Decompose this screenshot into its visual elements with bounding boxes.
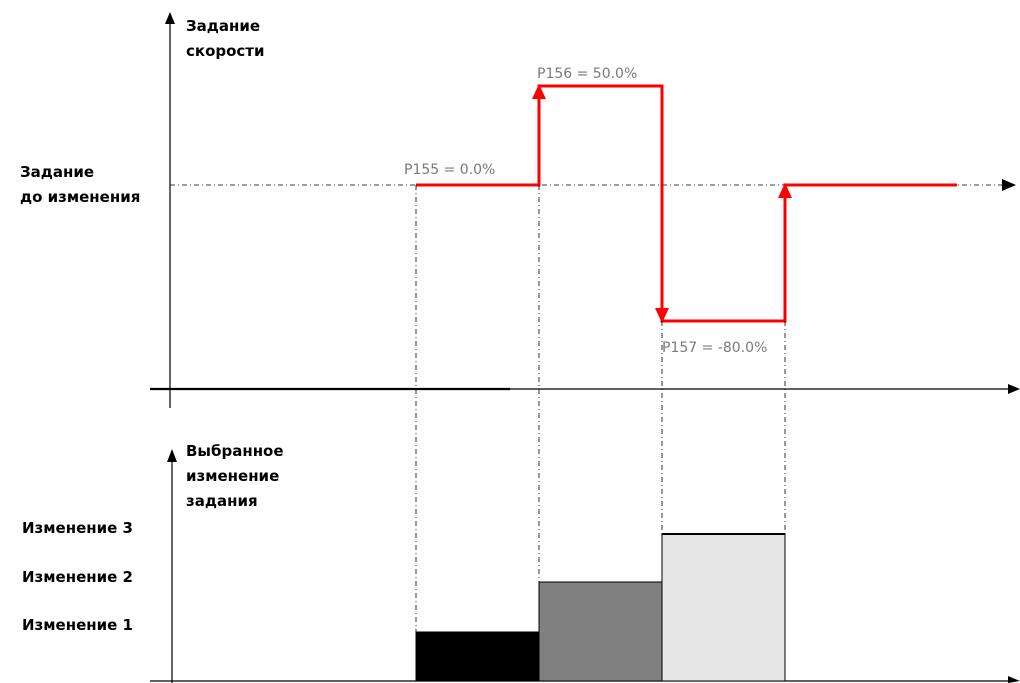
step-up-arrow-2-icon [778,183,792,198]
bottom-y-axis-label-line3: задания [186,492,258,510]
baseline-label-line2: до изменения [20,188,140,206]
bottom-y-axis-label-line1: Выбранное [186,442,284,460]
speed-reference-trace [416,84,957,323]
baseline-label-line1: Задание [20,163,94,181]
top-y-axis-arrow-icon [165,12,175,24]
top-chart: Задание скорости Задание до изменения P1… [20,12,1020,408]
baseline-arrow-icon [1002,179,1016,191]
annotation-p157: P157 = -80.0% [662,340,767,356]
baseline-label: Задание до изменения [20,163,140,206]
level-label-change-3: Изменение 3 [22,519,133,537]
annotation-p155: P155 = 0.0% [404,162,495,178]
bottom-x-axis-arrow-icon [1008,676,1020,683]
step-up-arrow-1-icon [532,84,546,99]
bottom-y-axis-label-line2: изменение [186,467,279,485]
top-x-axis-arrow-icon [1008,384,1020,394]
level-label-change-1: Изменение 1 [22,616,133,634]
bottom-chart: Выбранное изменение задания Изменение 3 … [22,442,1020,683]
level-label-change-2: Изменение 2 [22,568,133,586]
change-1-block [415,631,540,682]
top-y-axis-label: Задание скорости [186,17,265,60]
top-y-axis-label-line2: скорости [186,42,265,60]
bottom-y-axis-arrow-icon [167,449,177,462]
bottom-y-axis-label: Выбранное изменение задания [186,442,289,510]
vertical-guides [415,185,786,632]
annotation-p156: P156 = 50.0% [537,66,637,82]
step-down-arrow-icon [655,308,669,323]
top-y-axis-label-line1: Задание [186,17,260,35]
change-3-block [661,533,786,682]
change-2-block [538,581,663,682]
